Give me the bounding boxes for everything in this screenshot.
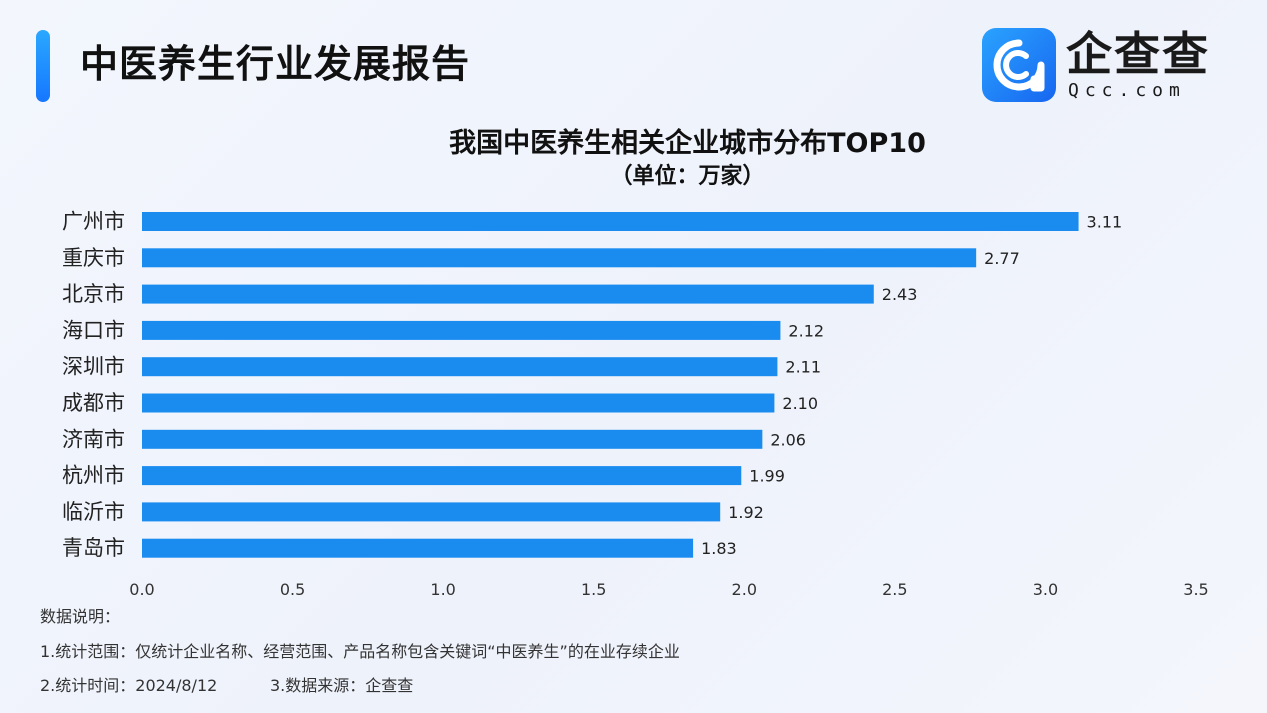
bar-chart: 广州市 3.11 重庆市 2.77 北京市 2.43 海口市 2.12 深圳市 2.11 成都市 2.… [62,210,1209,600]
data-label: 1.99 [749,467,785,486]
x-tick-label: 1.5 [581,580,606,599]
x-tick-label: 3.5 [1183,580,1208,599]
category-label: 济南市 [62,427,125,451]
x-tick-label: 1.0 [430,580,455,599]
data-label: 2.11 [785,358,821,377]
bar [142,502,721,522]
bar [142,538,694,558]
chart-title: 我国中医养生相关企业城市分布TOP10 [449,128,926,159]
notes-heading: 数据说明： [40,607,121,626]
x-tick-label: 2.0 [732,580,757,599]
category-label: 青岛市 [62,536,125,560]
data-label: 2.77 [984,249,1020,268]
notes-scope: 1.统计范围：仅统计企业名称、经营范围、产品名称包含关键词“中医养生”的在业存续… [40,642,680,661]
bar [142,357,778,377]
category-label: 深圳市 [62,355,125,379]
category-label: 杭州市 [62,464,125,488]
category-label: 海口市 [62,318,125,342]
category-label: 成都市 [62,391,125,415]
title-accent-bar [36,30,50,102]
qcc-logo: 企查查 Qcc.com [982,28,1222,104]
notes-source: 3.数据来源：企查查 [270,676,414,695]
x-tick-label: 3.0 [1033,580,1058,599]
x-tick-label: 0.5 [280,580,305,599]
bar [142,393,775,413]
bar [142,466,742,486]
logo-subtitle: Qcc.com [1068,80,1186,101]
notes-date: 2.统计时间：2024/8/12 [40,676,218,695]
chart-subtitle: （单位：万家） [610,164,765,189]
data-label: 2.43 [882,285,918,304]
data-label: 3.11 [1087,213,1123,232]
category-label: 广州市 [62,210,125,234]
data-label: 1.83 [701,539,737,558]
x-tick-label: 2.5 [882,580,907,599]
data-label: 1.92 [728,503,764,522]
report-title: 中医养生行业发展报告 [80,42,471,86]
data-label: 2.06 [770,430,806,449]
logo-name: 企查查 [1066,27,1210,81]
bar [142,429,763,449]
qcc-logo-icon [982,28,1056,102]
x-tick-label: 0.0 [129,580,154,599]
data-label: 2.12 [788,321,824,340]
category-label: 临沂市 [62,500,125,524]
category-label: 重庆市 [62,246,125,270]
bar [142,284,874,304]
bar [142,212,1079,231]
bar [142,320,781,340]
bar [142,248,977,268]
category-label: 北京市 [62,282,125,306]
data-label: 2.10 [782,394,818,413]
